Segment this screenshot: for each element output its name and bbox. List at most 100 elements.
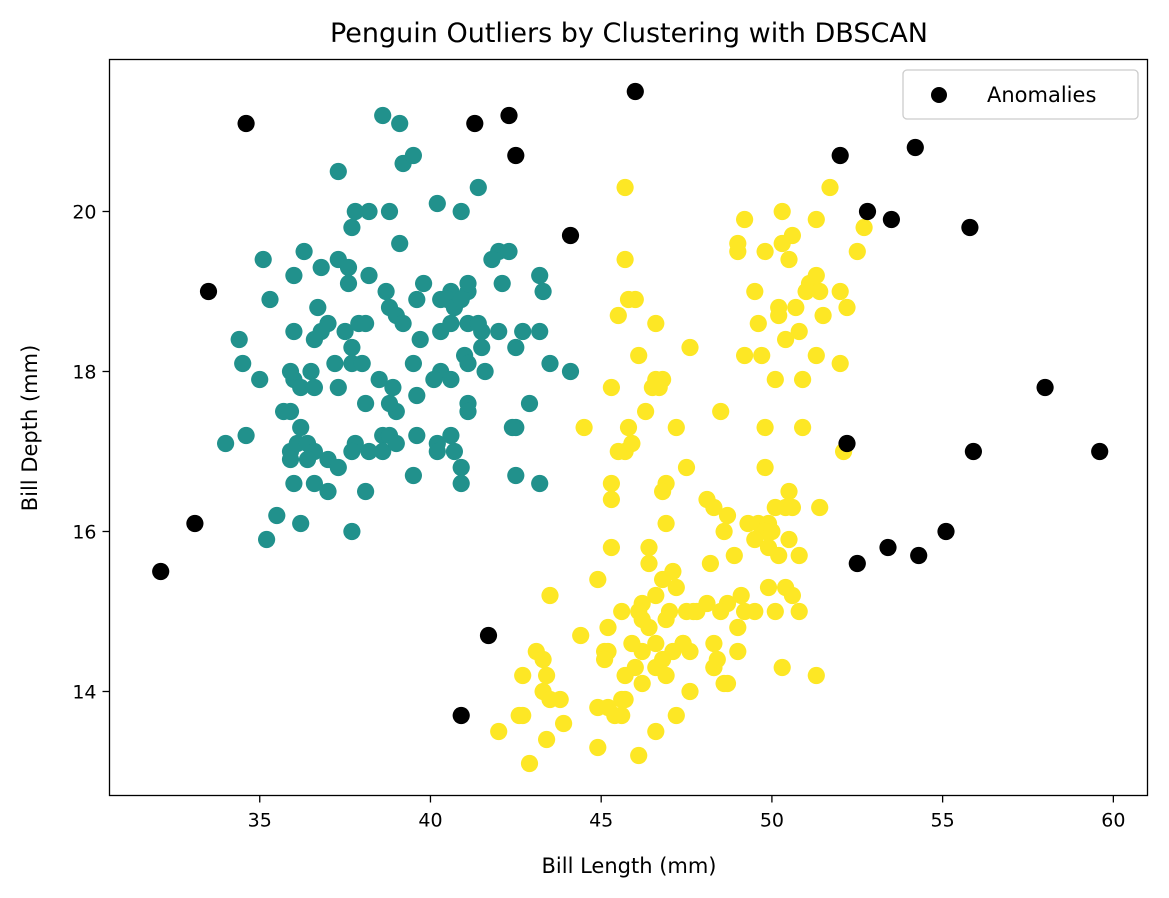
scatter-point-s1-82 <box>725 546 743 565</box>
scatter-point-s0-63 <box>234 354 252 373</box>
scatter-point-s0-38 <box>394 314 412 333</box>
scatter-point-s1-22 <box>787 298 805 317</box>
scatter-point-s1-27 <box>609 306 627 325</box>
scatter-point-s1-37 <box>831 354 849 373</box>
scatter-point-s0-9 <box>428 194 446 213</box>
scatter-point-s1-32 <box>630 346 648 365</box>
scatter-point-s1-124 <box>596 650 614 669</box>
scatter-point-s2-16 <box>186 514 204 533</box>
legend-box <box>902 69 1139 120</box>
scatter-point-s0-22 <box>483 250 501 269</box>
scatter-point-s1-74 <box>715 522 733 541</box>
y-tick-label-2: 18 <box>72 362 96 384</box>
scatter-point-s1-127 <box>534 650 552 669</box>
scatter-point-s1-14 <box>773 234 791 253</box>
scatter-point-s1-165 <box>520 754 539 773</box>
scatter-point-s1-61 <box>602 490 621 509</box>
scatter-point-s2-17 <box>937 522 955 541</box>
scatter-point-s2-22 <box>479 626 498 645</box>
scatter-point-s2-3 <box>500 106 518 125</box>
scatter-point-s0-43 <box>336 322 354 341</box>
y-tick-label-3: 20 <box>72 202 96 224</box>
scatter-point-s1-49 <box>667 418 685 437</box>
scatter-point-s2-23 <box>452 706 470 725</box>
scatter-point-s1-85 <box>640 554 658 573</box>
scatter-point-s2-7 <box>858 202 877 221</box>
scatter-point-s1-115 <box>729 618 747 637</box>
scatter-point-s1-136 <box>729 642 747 661</box>
scatter-point-s0-78 <box>541 354 559 373</box>
scatter-point-s0-128 <box>292 514 310 533</box>
scatter-point-s0-33 <box>493 274 511 293</box>
scatter-point-s1-59 <box>602 474 621 493</box>
scatter-point-s2-12 <box>1036 378 1054 397</box>
scatter-point-s0-122 <box>285 474 303 493</box>
scatter-point-s1-28 <box>647 314 665 333</box>
scatter-point-s0-18 <box>285 266 303 285</box>
scatter-point-s1-4 <box>807 210 825 229</box>
scatter-point-s0-48 <box>442 314 460 333</box>
scatter-point-s1-25 <box>838 298 856 317</box>
scatter-point-s0-108 <box>442 426 460 445</box>
scatter-point-s1-145 <box>718 674 737 693</box>
scatter-point-s0-104 <box>387 434 405 453</box>
scatter-point-s0-117 <box>360 442 378 461</box>
scatter-point-s0-66 <box>292 378 310 397</box>
scatter-point-s1-83 <box>770 546 788 565</box>
y-tick-label-0: 14 <box>72 682 96 704</box>
scatter-point-s0-103 <box>374 442 392 461</box>
scatter-point-s1-149 <box>551 690 569 709</box>
scatter-point-s1-140 <box>616 666 634 685</box>
scatter-point-s1-36 <box>807 346 825 365</box>
scatter-point-s0-21 <box>500 242 518 261</box>
x-axis-label: Bill Length (mm) <box>542 854 717 878</box>
scatter-point-s1-60 <box>654 482 672 501</box>
axis-ticks: 35 40 45 50 55 60 14 16 18 20 <box>72 202 1125 832</box>
scatter-point-s1-42 <box>602 378 621 397</box>
scatter-point-s0-26 <box>377 282 395 301</box>
scatter-point-s0-94 <box>503 418 521 437</box>
scatter-point-s1-34 <box>736 346 754 365</box>
scatter-point-s1-24 <box>814 306 832 325</box>
scatter-point-s0-84 <box>425 370 443 389</box>
scatter-point-s0-13 <box>254 250 272 269</box>
scatter-point-s1-73 <box>657 514 675 533</box>
scatter-point-s1-135 <box>708 650 726 669</box>
scatter-point-s0-87 <box>380 394 399 413</box>
scatter-point-s2-6 <box>906 138 924 157</box>
scatter-point-s1-108 <box>766 602 784 621</box>
scatter-point-s1-56 <box>756 458 774 477</box>
scatter-point-s1-31 <box>777 330 795 349</box>
scatter-point-s0-125 <box>357 482 375 501</box>
scatter-point-s1-0 <box>616 178 634 197</box>
scatter-point-s0-130 <box>343 522 361 541</box>
scatter-point-s2-0 <box>626 82 644 101</box>
scatter-point-s0-115 <box>329 458 347 477</box>
scatter-point-s1-2 <box>773 202 791 221</box>
x-tick-label-1: 40 <box>418 810 442 832</box>
scatter-point-s1-157 <box>510 706 528 725</box>
x-tick-label-0: 35 <box>248 810 272 832</box>
scatter-point-s0-124 <box>319 482 337 501</box>
scatter-point-s1-105 <box>712 602 730 621</box>
scatter-point-s1-11 <box>848 242 866 261</box>
scatter-point-s0-111 <box>237 426 255 445</box>
scatter-point-s1-138 <box>538 666 556 685</box>
scatter-point-s1-30 <box>790 322 808 341</box>
scatter-point-s0-97 <box>292 418 310 437</box>
scatter-point-s1-109 <box>790 602 808 621</box>
scatter-point-s0-62 <box>507 338 525 357</box>
scatter-point-s0-72 <box>370 370 388 389</box>
scatter-point-s2-20 <box>848 554 866 573</box>
scatter-point-s1-162 <box>538 730 556 749</box>
scatter-point-s1-155 <box>599 698 617 717</box>
scatter-point-s0-17 <box>339 258 358 277</box>
scatter-point-s1-163 <box>589 738 607 757</box>
scatter-point-s0-14 <box>295 242 313 261</box>
scatter-point-s2-9 <box>961 218 979 237</box>
scatter-point-s1-12 <box>729 242 747 261</box>
scatter-point-s1-13 <box>756 242 774 261</box>
scatter-point-s1-15 <box>811 282 829 301</box>
scatter-point-s1-141 <box>657 666 675 685</box>
scatter-point-s1-54 <box>623 434 641 453</box>
